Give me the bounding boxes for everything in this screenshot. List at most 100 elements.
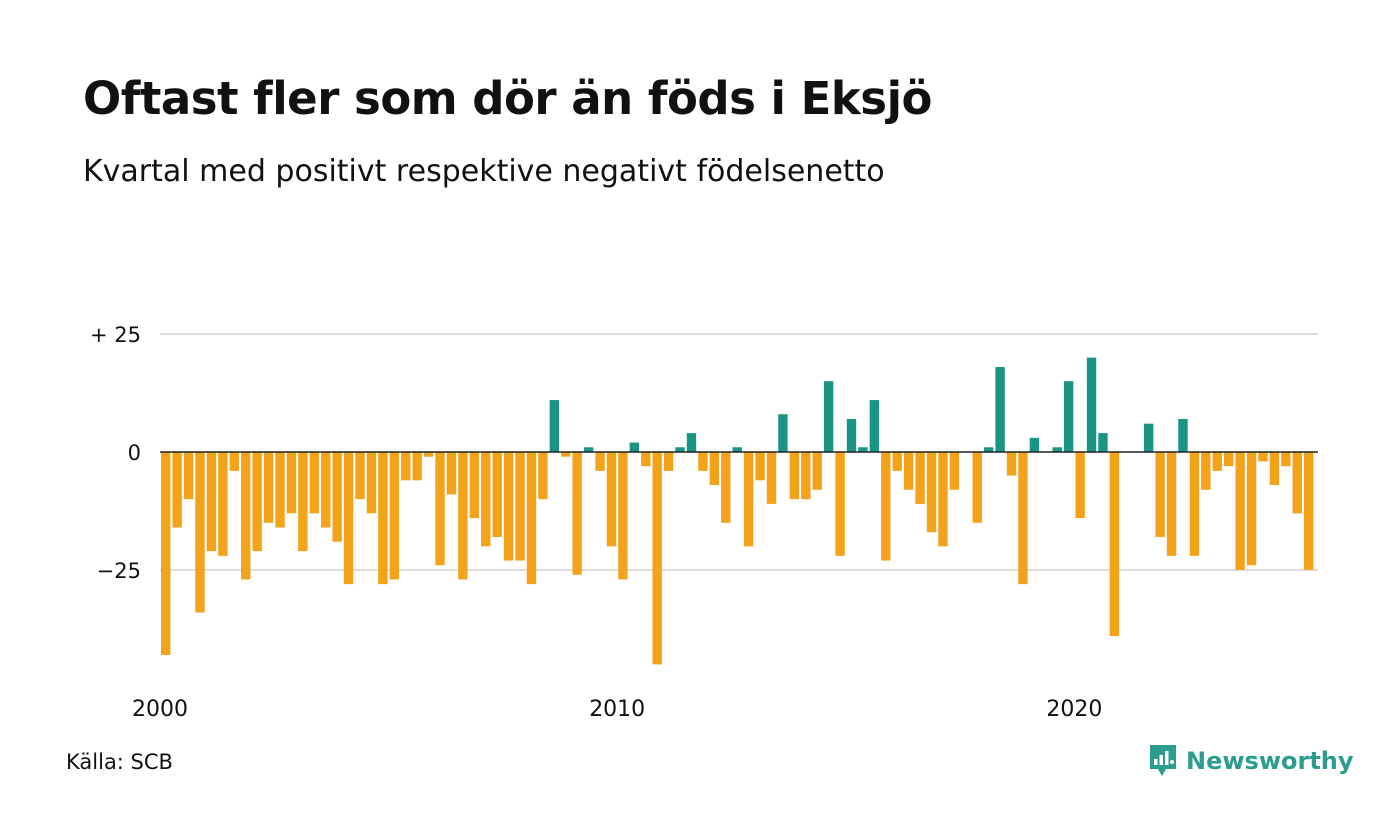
bar	[1201, 452, 1211, 490]
newsworthy-logo[interactable]: Newsworthy	[1148, 743, 1354, 779]
bar	[1018, 452, 1028, 585]
bar	[1189, 452, 1200, 556]
bar	[389, 452, 399, 580]
bar	[366, 452, 377, 514]
bar	[1223, 452, 1234, 467]
bar	[1212, 452, 1222, 471]
x-tick-label: 2020	[1046, 697, 1102, 722]
bar	[412, 452, 422, 481]
y-axis-labels: + 25 0 −25	[90, 323, 141, 583]
bar	[332, 452, 342, 542]
bar	[949, 452, 960, 490]
bar	[835, 452, 845, 556]
bar	[401, 452, 411, 481]
bar	[206, 452, 217, 552]
bar	[458, 452, 468, 580]
bar	[263, 452, 274, 523]
bar	[172, 452, 182, 528]
bar	[321, 452, 331, 528]
bar	[343, 452, 354, 585]
chart-title: Oftast fler som dör än föds i Eksjö	[83, 72, 932, 125]
bar	[218, 452, 228, 556]
bar	[675, 447, 685, 452]
bar	[743, 452, 754, 547]
bar	[1109, 452, 1120, 637]
bar	[915, 452, 925, 504]
bar	[686, 433, 697, 452]
bar	[801, 452, 811, 500]
bar	[423, 452, 434, 457]
bar	[446, 452, 457, 495]
bar	[629, 442, 640, 452]
bar	[1098, 433, 1108, 452]
bar	[1258, 452, 1268, 462]
bar	[1155, 452, 1165, 537]
source-note: Källa: SCB	[66, 750, 173, 774]
bar	[1235, 452, 1245, 570]
bar	[252, 452, 262, 552]
x-tick-label: 2010	[589, 697, 645, 722]
bar	[1304, 452, 1314, 570]
bar	[1063, 381, 1074, 452]
bar	[1269, 452, 1280, 486]
bar	[698, 452, 708, 471]
bar	[275, 452, 285, 528]
bar	[972, 452, 982, 523]
bar	[572, 452, 582, 575]
bar	[481, 452, 491, 547]
bar	[595, 452, 605, 471]
bar	[789, 452, 800, 500]
bar	[755, 452, 765, 481]
bar	[561, 452, 571, 457]
bar	[766, 452, 777, 504]
bar	[812, 452, 822, 490]
bar	[858, 447, 868, 452]
bar	[892, 452, 902, 471]
bar	[1075, 452, 1085, 519]
bar	[549, 400, 560, 452]
bar	[229, 452, 239, 471]
bar	[1006, 452, 1017, 476]
bar	[469, 452, 480, 519]
chart-subtitle: Kvartal med positivt respektive negativt…	[83, 154, 885, 189]
bar	[515, 452, 525, 561]
y-tick-label: 0	[128, 441, 141, 465]
bar	[286, 452, 297, 514]
bar	[732, 447, 742, 452]
bars	[161, 357, 1314, 665]
y-tick-label: −25	[97, 559, 141, 583]
bar	[721, 452, 731, 523]
bar	[526, 452, 537, 585]
bar	[195, 452, 205, 613]
bar	[881, 452, 891, 561]
bar	[241, 452, 251, 580]
bar	[503, 452, 514, 561]
bar	[538, 452, 548, 500]
bar	[161, 452, 171, 655]
bar	[1029, 437, 1040, 452]
bar	[1086, 357, 1097, 452]
bar	[183, 452, 194, 500]
bar	[1143, 423, 1154, 452]
bar	[1166, 452, 1177, 556]
bar	[618, 452, 628, 580]
bar	[583, 447, 594, 452]
bar	[298, 452, 308, 552]
bar	[435, 452, 445, 566]
newsworthy-chart-icon	[1150, 745, 1176, 776]
bar	[926, 452, 937, 533]
bar	[823, 381, 834, 452]
x-axis-labels: 2000 2010 2020	[132, 697, 1102, 722]
bar	[355, 452, 365, 500]
y-tick-label: + 25	[90, 323, 141, 347]
bar	[846, 418, 857, 452]
bar	[1178, 418, 1188, 452]
bar	[903, 452, 914, 490]
brand-name: Newsworthy	[1186, 747, 1354, 775]
bar	[709, 452, 720, 486]
bar	[938, 452, 948, 547]
bar	[1246, 452, 1257, 566]
bar	[1292, 452, 1302, 514]
bar	[641, 452, 651, 467]
bar	[378, 452, 388, 585]
